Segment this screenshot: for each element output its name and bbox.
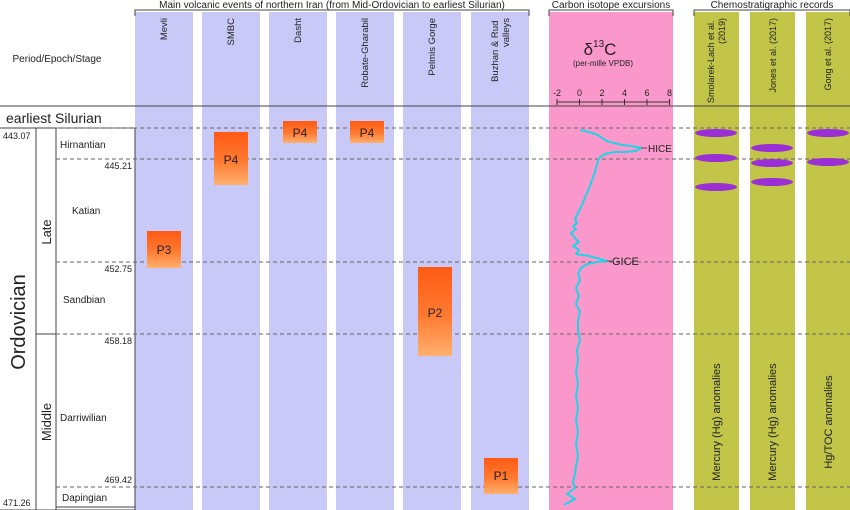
age-label: 469.42 bbox=[104, 475, 132, 485]
chemo-note-jones: Mercury (Hg) anomalies bbox=[767, 363, 779, 481]
period-column-header: Period/Epoch/Stage bbox=[13, 54, 102, 65]
column-label-jones: Jones et al. (2017) bbox=[768, 18, 778, 93]
age-label: 445.21 bbox=[104, 161, 132, 171]
gice-label: GICE bbox=[612, 256, 639, 268]
column-label-pelmis-gorge: Pelmis Gorge bbox=[427, 18, 438, 76]
stage-katian: Katian bbox=[72, 206, 100, 217]
chemo-note-gong: Hg/TOC anomalies bbox=[823, 375, 835, 469]
hice-label: HICE bbox=[648, 144, 672, 155]
age-label: 471.26 bbox=[3, 498, 31, 508]
column-label-buzhan-rud: Buzhan & Rud valleys bbox=[490, 18, 512, 82]
age-label: 458.18 bbox=[104, 336, 132, 346]
volcanic-header: Main volcanic events of northern Iran (f… bbox=[159, 0, 505, 11]
event-box bbox=[283, 121, 317, 143]
event-label: P1 bbox=[494, 469, 509, 483]
anomaly-mark bbox=[751, 144, 793, 152]
anomaly-mark bbox=[751, 159, 793, 167]
carbon-tick-label: -2 bbox=[553, 88, 561, 98]
age-label: 443.07 bbox=[3, 131, 31, 141]
carbon-tick-label: 6 bbox=[644, 88, 649, 98]
anomaly-mark bbox=[695, 154, 737, 162]
silurian-label: earliest Silurian bbox=[6, 110, 102, 126]
carbon-isotope-curve bbox=[563, 129, 642, 506]
stage-sandbian: Sandbian bbox=[63, 295, 105, 306]
stage-hirnantian: Hirnantian bbox=[60, 140, 106, 151]
carbon-axis: δ13C (per-mille VPDB) -2 0 2 4 6 8 bbox=[553, 39, 672, 105]
event-box bbox=[147, 231, 181, 268]
carbon-tick-label: 0 bbox=[577, 88, 582, 98]
event-label: P4 bbox=[224, 153, 239, 167]
event-box bbox=[484, 458, 518, 494]
group-header-brackets bbox=[134, 9, 850, 16]
anomaly-mark bbox=[751, 178, 793, 186]
anomaly-mark bbox=[807, 158, 849, 166]
anomaly-mark bbox=[695, 183, 737, 191]
event-box bbox=[418, 267, 452, 356]
carbon-tick-label: 2 bbox=[599, 88, 604, 98]
column-label-dasht: Dasht bbox=[293, 18, 304, 43]
stage-darriwilian: Darriwilian bbox=[60, 413, 107, 424]
chemo-header: Chemostratigraphic records bbox=[711, 0, 834, 11]
stage-dapingian: Dapingian bbox=[62, 493, 107, 504]
carbon-tick-label: 8 bbox=[667, 88, 672, 98]
event-label: P4 bbox=[360, 126, 375, 140]
carbon-symbol: δ13C bbox=[584, 39, 617, 59]
carbon-header: Carbon isotope excursions bbox=[552, 0, 670, 11]
chemo-column-backgrounds bbox=[694, 12, 850, 510]
column-label-smolarek-lach: Smolarek-Lach et al. (2019) bbox=[706, 18, 727, 103]
volcanic-column-backgrounds bbox=[135, 12, 529, 510]
column-label-gong: Gong et al. (2017) bbox=[823, 18, 833, 91]
event-label: P2 bbox=[428, 306, 443, 320]
epoch-late-label: Late bbox=[39, 219, 54, 244]
carbon-tick-label: 4 bbox=[622, 88, 627, 98]
anomaly-mark bbox=[807, 129, 849, 137]
strat-frame bbox=[0, 105, 850, 510]
column-label-mevli: Mevli bbox=[159, 18, 170, 40]
event-label: P4 bbox=[293, 126, 308, 140]
ordovician-label: Ordovician bbox=[8, 274, 30, 370]
age-label: 452.75 bbox=[104, 264, 132, 274]
volcanic-events: P4 P4 P4 P3 P2 P1 bbox=[147, 121, 518, 494]
epoch-middle-label: Middle bbox=[39, 403, 54, 441]
anomaly-mark bbox=[695, 129, 737, 137]
column-label-robate-gharabil: Robate-Gharabil bbox=[360, 18, 371, 88]
column-label-smbc: SMBC bbox=[226, 18, 237, 46]
chemo-note-smolarek: Mercury (Hg) anomalies bbox=[711, 363, 723, 481]
event-label: P3 bbox=[157, 243, 172, 257]
carbon-unit: (per-mille VPDB) bbox=[573, 59, 633, 68]
event-box bbox=[214, 132, 248, 185]
mercury-anomalies bbox=[695, 129, 849, 191]
event-box bbox=[350, 121, 384, 143]
